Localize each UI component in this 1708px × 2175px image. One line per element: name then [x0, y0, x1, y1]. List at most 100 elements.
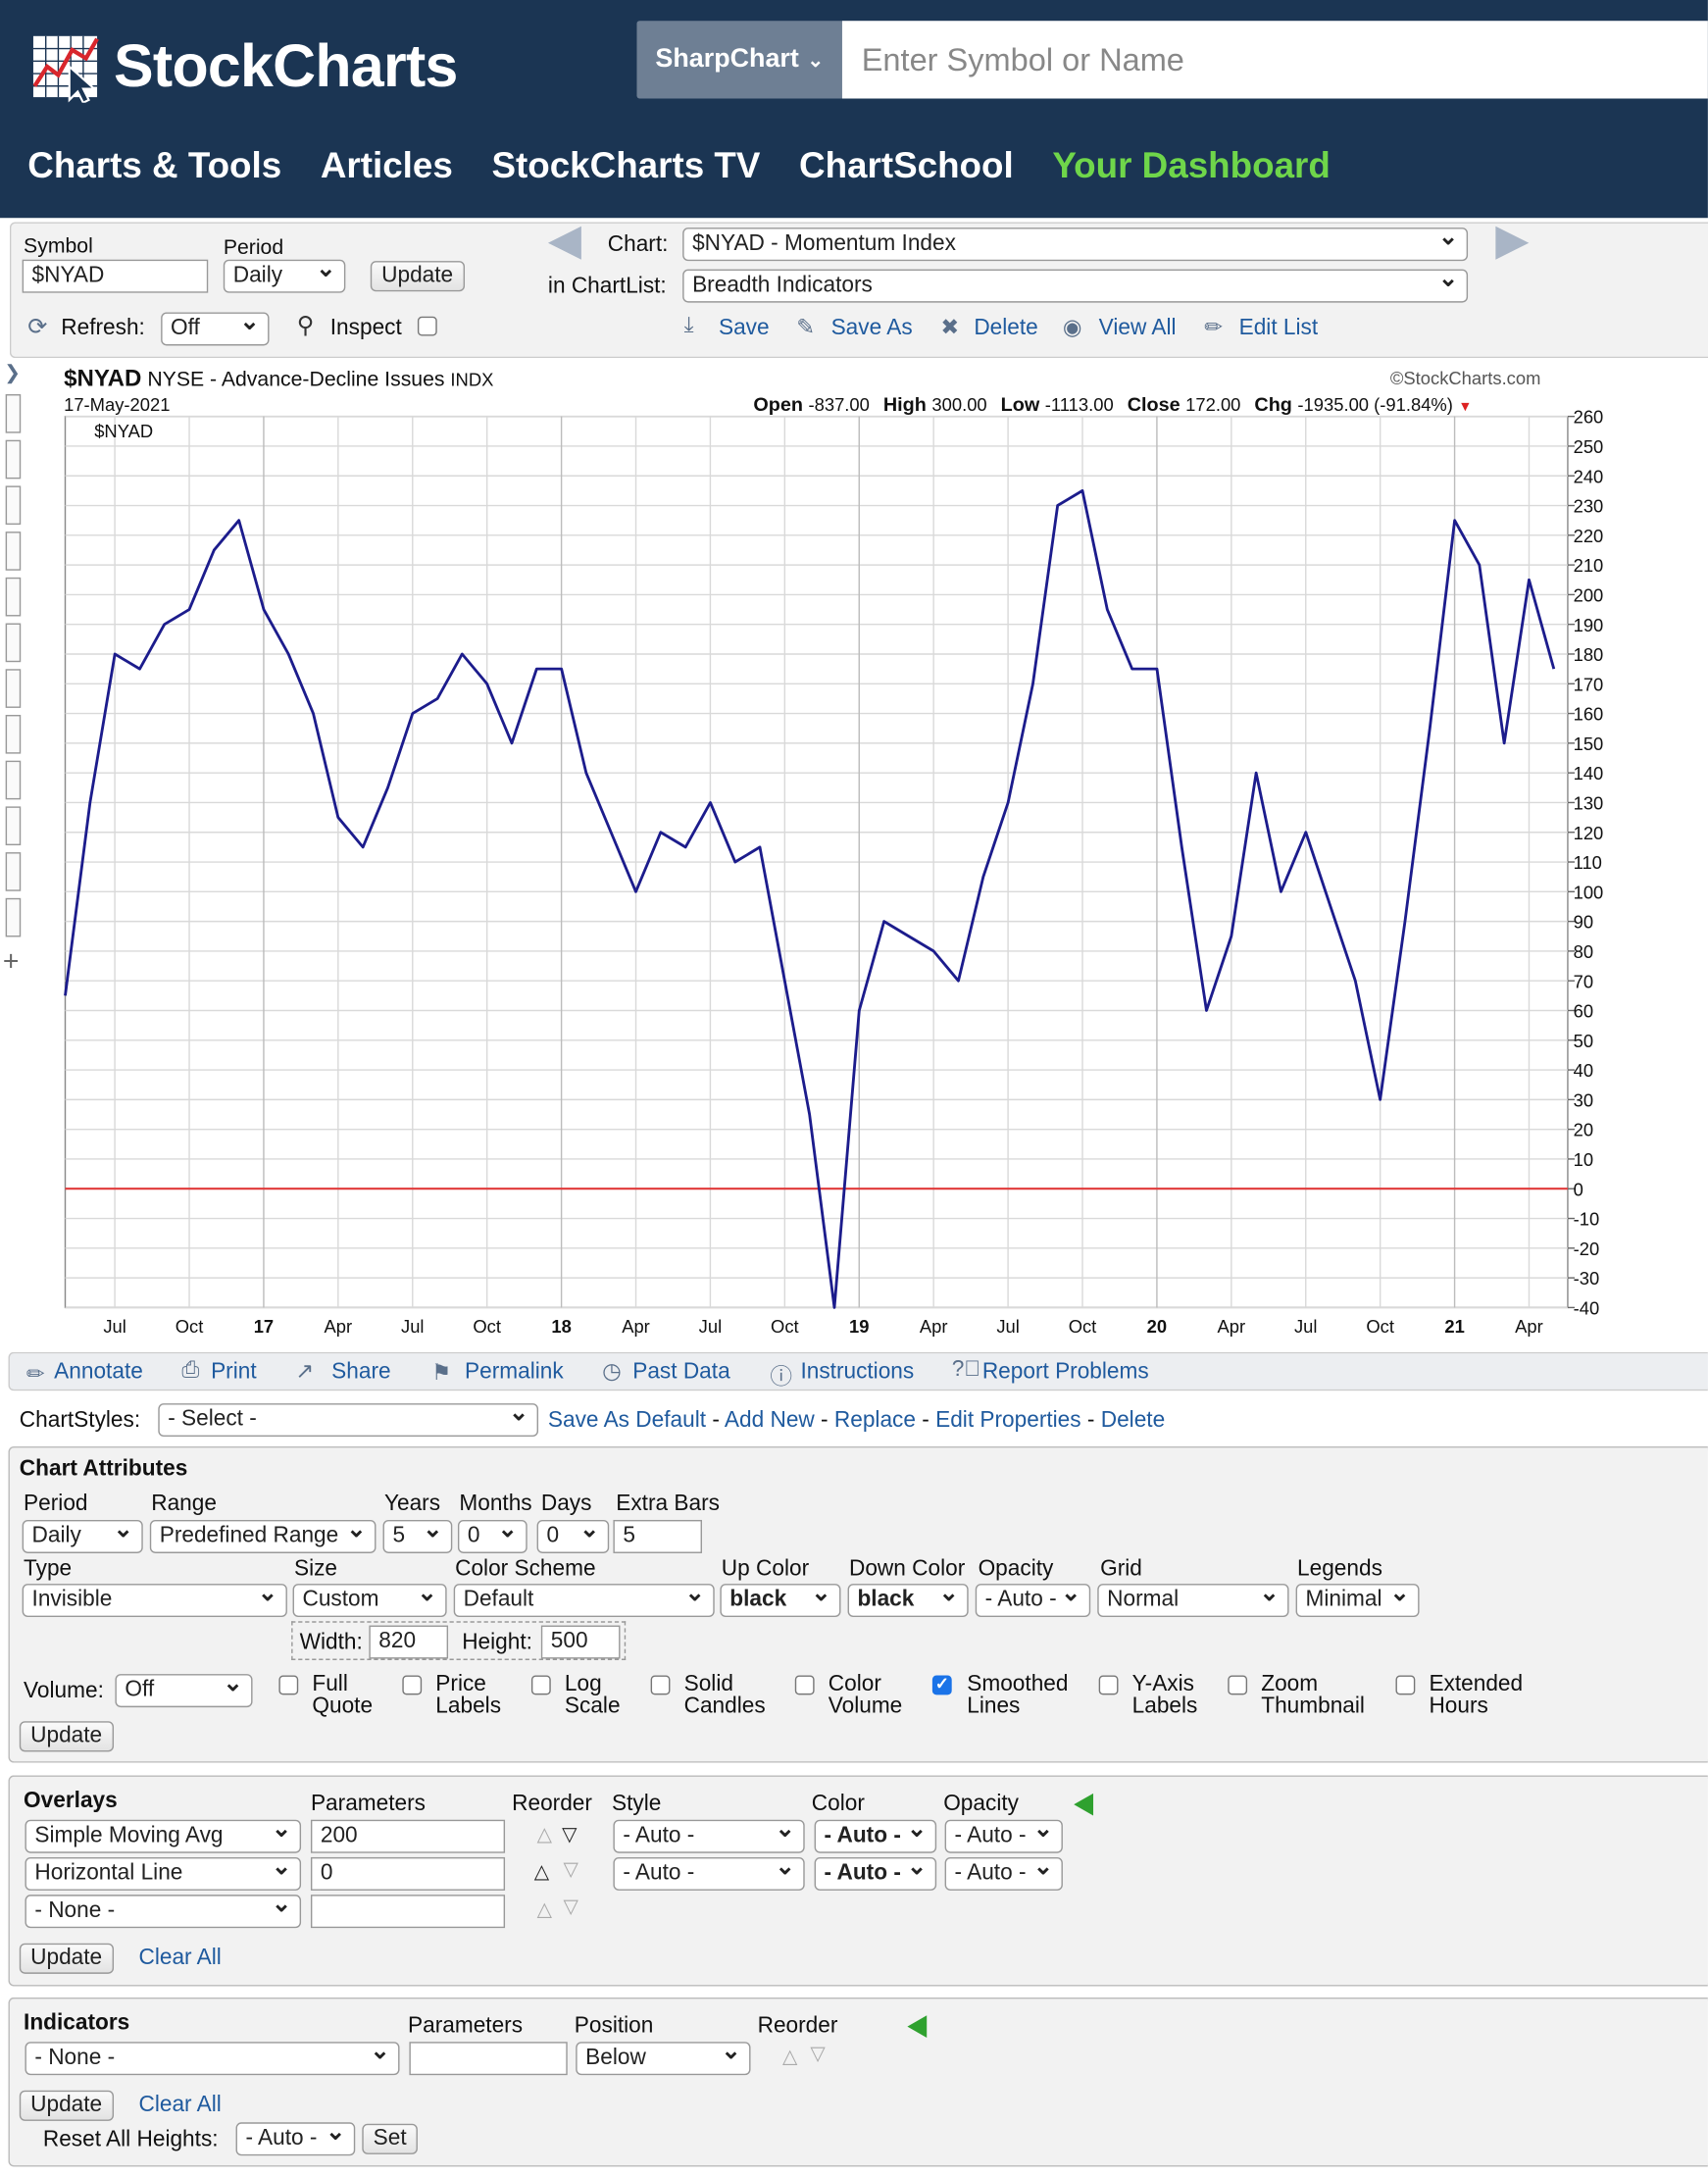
- edit-list-link[interactable]: Edit List: [1238, 316, 1319, 340]
- y-axis-labels-checkbox[interactable]: [1098, 1675, 1119, 1695]
- log-scale-checkbox[interactable]: [530, 1675, 551, 1695]
- save-link[interactable]: Save: [718, 316, 770, 340]
- nav-chartschool[interactable]: ChartSchool: [799, 144, 1014, 186]
- overlay-opacity-select[interactable]: - Auto -: [944, 1819, 1063, 1853]
- side-tab[interactable]: [5, 897, 22, 937]
- permalink-link[interactable]: Permalink: [465, 1360, 564, 1385]
- chartlist-select[interactable]: Breadth Indicators: [682, 269, 1469, 303]
- years-select[interactable]: 5: [382, 1519, 453, 1553]
- expand-chevron-icon[interactable]: ❯: [4, 361, 21, 383]
- side-tab[interactable]: [5, 852, 22, 891]
- past-data-link[interactable]: Past Data: [632, 1360, 730, 1385]
- delete-style-link[interactable]: Delete: [1100, 1408, 1166, 1433]
- add-panel-plus-icon[interactable]: +: [2, 946, 20, 978]
- solid-candles-checkbox[interactable]: [650, 1675, 671, 1695]
- overlay-style-select[interactable]: - Auto -: [613, 1819, 805, 1853]
- delete-link[interactable]: Delete: [974, 316, 1038, 340]
- full-quote-checkbox[interactable]: [278, 1675, 299, 1695]
- next-chart-arrow-icon[interactable]: [1495, 226, 1530, 260]
- nav-your-dashboard[interactable]: Your Dashboard: [1052, 144, 1331, 186]
- share-link[interactable]: Share: [331, 1360, 391, 1385]
- side-tab[interactable]: [5, 577, 22, 617]
- annotate-link[interactable]: Annotate: [54, 1360, 143, 1385]
- opacity-select[interactable]: - Auto -: [975, 1584, 1091, 1618]
- save-as-link[interactable]: Save As: [830, 316, 913, 340]
- up-color-select[interactable]: black: [720, 1584, 841, 1618]
- grid-select[interactable]: Normal: [1097, 1584, 1289, 1618]
- chartstyles-select[interactable]: - Select -: [158, 1403, 539, 1438]
- replace-link[interactable]: Replace: [833, 1408, 916, 1433]
- symbol-search-input[interactable]: [841, 21, 1708, 99]
- overlay-params-input[interactable]: [310, 1895, 506, 1929]
- collapse-triangle-icon[interactable]: [1074, 1793, 1094, 1816]
- indicator-type-select[interactable]: - None -: [25, 2042, 400, 2076]
- color-scheme-select[interactable]: Default: [453, 1584, 715, 1618]
- overlays-update-button[interactable]: Update: [19, 1943, 114, 1974]
- save-as-default-link[interactable]: Save As Default: [547, 1408, 707, 1433]
- collapse-triangle-icon[interactable]: [907, 2015, 928, 2038]
- indicators-update-button[interactable]: Update: [19, 2090, 114, 2121]
- price-labels-checkbox[interactable]: [402, 1675, 423, 1695]
- overlay-style-select[interactable]: - Auto -: [613, 1856, 805, 1891]
- side-tab[interactable]: [5, 806, 22, 846]
- nav-stockcharts-tv[interactable]: StockCharts TV: [491, 144, 761, 186]
- zoom-thumbnail-checkbox[interactable]: [1228, 1675, 1248, 1695]
- attributes-update-button[interactable]: Update: [19, 1721, 114, 1752]
- attr-period-select[interactable]: Daily: [22, 1519, 143, 1553]
- overlay-type-select[interactable]: - None -: [25, 1895, 302, 1929]
- report-problems-link[interactable]: Report Problems: [981, 1360, 1149, 1385]
- overlay-params-input[interactable]: 200: [310, 1819, 506, 1853]
- price-chart[interactable]: 2602502402302202102001901801701601501401…: [0, 358, 1708, 1346]
- period-select[interactable]: Daily: [223, 259, 346, 293]
- side-tab[interactable]: [5, 714, 22, 754]
- view-all-link[interactable]: View All: [1098, 316, 1177, 340]
- width-input[interactable]: 820: [369, 1625, 449, 1659]
- color-volume-checkbox[interactable]: [794, 1675, 815, 1695]
- side-tab[interactable]: [5, 394, 22, 433]
- nav-charts-tools[interactable]: Charts & Tools: [27, 144, 282, 186]
- overlay-opacity-select[interactable]: - Auto -: [944, 1856, 1063, 1891]
- move-down-icon[interactable]: ▽: [562, 1822, 578, 1846]
- chart-select[interactable]: $NYAD - Momentum Index: [682, 228, 1469, 262]
- months-select[interactable]: 0: [457, 1519, 527, 1553]
- extended-hours-checkbox[interactable]: [1395, 1675, 1416, 1695]
- reset-heights-select[interactable]: - Auto -: [235, 2122, 356, 2156]
- type-select[interactable]: Invisible: [22, 1584, 287, 1618]
- indicators-clear-all-link[interactable]: Clear All: [138, 2093, 222, 2117]
- side-tab[interactable]: [5, 439, 22, 480]
- overlay-color-select[interactable]: - Auto -: [814, 1819, 937, 1853]
- overlay-type-select[interactable]: Simple Moving Avg: [25, 1819, 302, 1853]
- smoothed-lines-checkbox[interactable]: [931, 1674, 952, 1695]
- inspect-checkbox[interactable]: [417, 316, 437, 336]
- overlay-params-input[interactable]: 0: [310, 1856, 506, 1891]
- side-tab[interactable]: [5, 623, 22, 663]
- range-select[interactable]: Predefined Range: [149, 1519, 377, 1553]
- indicator-position-select[interactable]: Below: [576, 2042, 751, 2076]
- overlays-clear-all-link[interactable]: Clear All: [138, 1946, 222, 1970]
- overlay-type-select[interactable]: Horizontal Line: [25, 1856, 302, 1891]
- side-tab[interactable]: [5, 760, 22, 800]
- side-tab[interactable]: [5, 531, 22, 571]
- symbol-input[interactable]: $NYAD: [22, 259, 209, 293]
- edit-properties-link[interactable]: Edit Properties: [935, 1408, 1081, 1433]
- logo[interactable]: StockCharts: [30, 25, 458, 108]
- add-new-link[interactable]: Add New: [724, 1408, 815, 1433]
- volume-select[interactable]: Off: [115, 1674, 253, 1708]
- days-select[interactable]: 0: [536, 1519, 610, 1553]
- indicator-params-input[interactable]: [409, 2042, 568, 2076]
- down-color-select[interactable]: black: [847, 1584, 969, 1618]
- print-link[interactable]: Print: [211, 1360, 257, 1385]
- set-button[interactable]: Set: [362, 2123, 418, 2154]
- sharpchart-dropdown[interactable]: SharpChart ⌄: [636, 21, 842, 99]
- move-up-icon[interactable]: △: [533, 1859, 550, 1883]
- side-tab[interactable]: [5, 669, 22, 708]
- height-input[interactable]: 500: [540, 1625, 621, 1659]
- legends-select[interactable]: Minimal: [1295, 1584, 1420, 1618]
- refresh-select[interactable]: Off: [161, 312, 270, 346]
- instructions-link[interactable]: Instructions: [800, 1360, 915, 1385]
- previous-chart-arrow-icon[interactable]: [547, 226, 581, 260]
- overlay-color-select[interactable]: - Auto -: [814, 1856, 937, 1891]
- side-tab[interactable]: [5, 485, 22, 526]
- update-button[interactable]: Update: [370, 261, 465, 292]
- extra-bars-input[interactable]: 5: [613, 1519, 702, 1553]
